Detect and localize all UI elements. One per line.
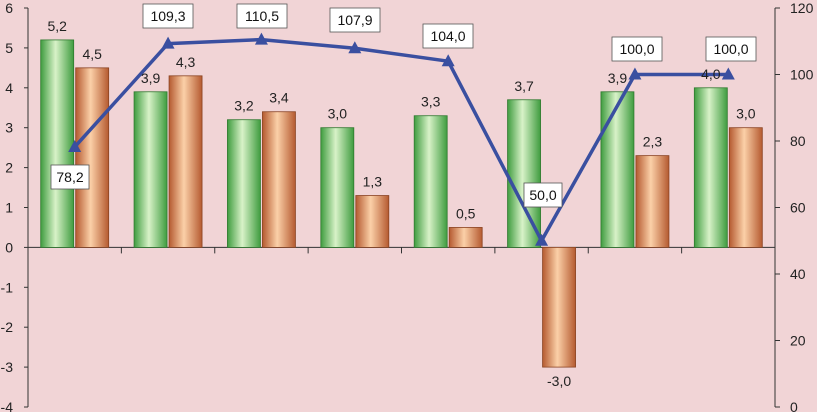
y-left-tick-label: -4 — [1, 399, 14, 412]
bar-series-2 — [355, 195, 390, 248]
bar-data-label: -3,0 — [547, 373, 571, 389]
y-left-tick-label: -2 — [1, 319, 14, 335]
y-right-tick-label: 120 — [790, 0, 814, 16]
bar-series-2 — [168, 75, 203, 248]
line-marker — [628, 67, 642, 80]
line-label-text: 110,5 — [245, 8, 279, 24]
bar-data-label: 3,7 — [514, 78, 534, 94]
line-data-label: 107,9 — [329, 7, 381, 33]
bar-series-1 — [133, 91, 168, 248]
line-label-box — [329, 7, 381, 33]
y-left-tick-label: 6 — [5, 0, 13, 16]
line-label-text: 104,0 — [430, 28, 465, 44]
line-marker — [161, 36, 175, 49]
y-left-tick-label: 2 — [5, 160, 13, 176]
bar-series-1 — [507, 99, 541, 248]
bar-data-label: 4,5 — [82, 46, 102, 62]
bar-data-label: 3,3 — [421, 94, 441, 110]
bar-series-2 — [728, 127, 763, 248]
line-label-box — [236, 3, 288, 29]
bar-series-1 — [693, 87, 728, 248]
y-left-tick-label: -3 — [1, 359, 14, 375]
line-label-box — [523, 182, 563, 208]
line-data-label: 100,0 — [705, 36, 757, 62]
line-label-text: 100,0 — [713, 41, 748, 57]
y-right-tick-label: 80 — [790, 133, 806, 149]
bar-data-label: 3,0 — [328, 106, 348, 122]
bar-data-label: 0,5 — [456, 205, 476, 221]
line-label-box — [705, 36, 757, 62]
line-data-label: 50,0 — [523, 182, 563, 208]
line-label-text: 78,2 — [56, 169, 83, 185]
line-marker — [254, 32, 268, 45]
line-series — [68, 32, 735, 246]
bar-data-label: 3,4 — [269, 90, 289, 106]
line-label-box — [142, 3, 194, 29]
line-path — [73, 37, 729, 243]
line-label-text: 100,0 — [619, 41, 654, 57]
line-label-text: 50,0 — [529, 187, 556, 203]
y-right-tick-label: 40 — [790, 266, 806, 282]
line-data-label: 78,2 — [50, 164, 90, 190]
line-marker — [68, 139, 82, 152]
bar-data-label: 3,9 — [608, 70, 628, 86]
y-left-tick-label: 0 — [5, 239, 13, 255]
bar-data-label: 5,2 — [47, 18, 67, 34]
bar-data-label: 3,9 — [141, 70, 161, 86]
line-marker — [721, 67, 735, 80]
bar-series-2 — [262, 111, 296, 248]
y-left-tick-label: 3 — [5, 120, 13, 136]
line-data-label: 110,5 — [236, 3, 288, 29]
bar-series-2 — [448, 227, 483, 248]
line-data-label: 100,0 — [611, 36, 663, 62]
line-label-text: 107,9 — [337, 12, 372, 28]
bar-data-label: 1,3 — [363, 174, 383, 190]
bar-data-label: 2,3 — [643, 134, 663, 150]
y-left-tick-label: 5 — [5, 40, 13, 56]
y-left-tick-label: -1 — [1, 279, 14, 295]
bar-data-label: 4,3 — [176, 54, 196, 70]
line-label-box — [422, 23, 474, 49]
line-data-label: 109,3 — [142, 3, 194, 29]
bar-series-1 — [40, 39, 75, 248]
y-left-tick-label: 1 — [5, 200, 13, 216]
y-right-tick-label: 0 — [790, 399, 798, 412]
bar-series-1 — [600, 91, 635, 248]
data-labels: 5,2 3,9 3,2 3,0 3,3 3,7 3,9 4,0 4,5 4,3 3,4 1,3 0,5 -… — [47, 3, 757, 389]
line-marker — [441, 54, 455, 67]
bar-data-label: 3,0 — [736, 106, 756, 122]
bar-series-1 — [320, 127, 355, 248]
bar-series-2 — [542, 246, 576, 368]
line-label-box — [611, 36, 663, 62]
line-marker — [535, 233, 549, 246]
bar-series-1 — [227, 119, 261, 248]
line-label-text: 109,3 — [150, 8, 185, 24]
y-right-tick-label: 60 — [790, 200, 806, 216]
bar-series-1 — [413, 115, 448, 248]
y-left-tick-label: 4 — [5, 80, 13, 96]
bar-data-label: 3,2 — [234, 98, 254, 114]
bar-series-2 — [635, 155, 670, 248]
line-data-label: 104,0 — [422, 23, 474, 49]
line-label-box — [50, 164, 90, 190]
bar-series-2 — [75, 67, 110, 248]
bars — [40, 39, 763, 368]
bar-data-label: 4,0 — [701, 66, 721, 82]
line-marker — [348, 41, 362, 54]
y-right-tick-label: 20 — [790, 333, 806, 349]
y-right-tick-label: 100 — [790, 67, 814, 83]
